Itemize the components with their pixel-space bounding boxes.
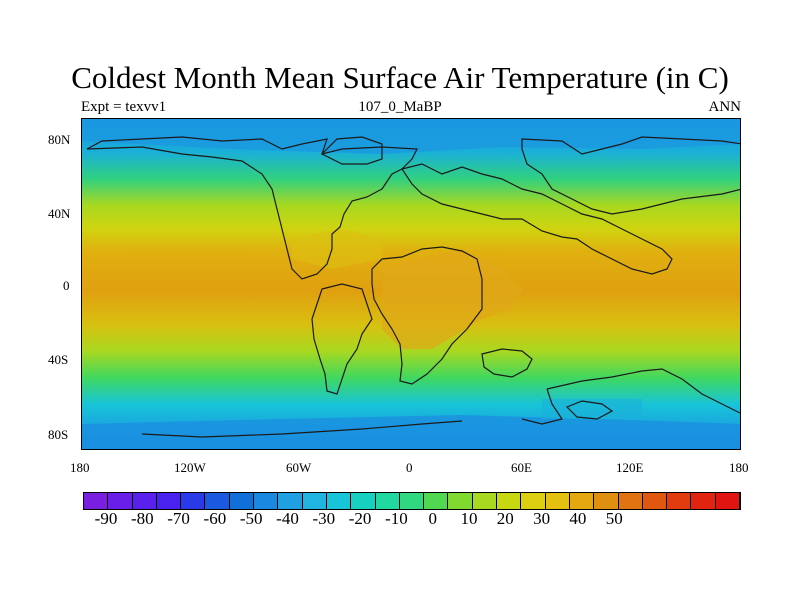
colorbar-cell [108, 493, 133, 509]
experiment-label: Expt = texvv1 [81, 99, 167, 115]
map-title: Coldest Month Mean Surface Air Temperatu… [71, 60, 729, 95]
period-label: 107_0_MaBP [358, 99, 442, 115]
colorbar-cell [326, 493, 352, 509]
colorbar-cell [691, 493, 716, 509]
y-tick-label: 0 [63, 278, 70, 293]
x-tick-label: 180 [729, 460, 749, 475]
colorbar-cell [375, 493, 400, 509]
colorbar-label: -80 [130, 509, 154, 528]
y-tick-label: 40N [48, 206, 71, 221]
colorbar-label: -20 [348, 509, 372, 528]
colorbar-cell [545, 493, 570, 509]
colorbar-cell [472, 493, 498, 509]
warm-region-americas [292, 229, 382, 269]
colorbar-cell [521, 493, 546, 509]
colorbar-cell [642, 493, 668, 509]
colorbar-cell [229, 493, 255, 509]
colorbar-cell [399, 493, 425, 509]
warm-region-africa [382, 249, 522, 349]
y-tick-label: 80S [48, 427, 69, 442]
colorbar-cell [254, 493, 279, 509]
x-tick-label: 60W [286, 460, 312, 475]
colorbar-label: 30 [533, 509, 551, 528]
colorbar-cell [156, 493, 182, 509]
x-tick-label: 180 [70, 460, 90, 475]
colorbar-cell [424, 493, 449, 509]
x-tick-label: 60E [511, 460, 532, 475]
colorbar-label: 10 [460, 509, 478, 528]
colorbar-cell [278, 493, 303, 509]
colorbar-cell [594, 493, 619, 509]
cold-region-north [82, 119, 740, 154]
cold-region-antarctic [542, 399, 642, 419]
colorbar-cell [351, 493, 376, 509]
colorbar-cell [667, 493, 692, 509]
y-tick-label: 80N [48, 132, 71, 147]
colorbar-label: 50 [605, 509, 623, 528]
colorbar-label: -70 [167, 509, 190, 528]
colorbar-cell [205, 493, 230, 509]
colorbar-label: -50 [239, 509, 263, 528]
map-svg [82, 119, 740, 449]
colorbar-cell [715, 493, 741, 509]
colorbar-cell [84, 493, 109, 509]
x-tick-label: 120W [174, 460, 206, 475]
colorbar-label: 20 [496, 509, 514, 528]
colorbar-label: -90 [94, 509, 118, 528]
colorbar-cell [302, 493, 327, 509]
coastlines [86, 136, 740, 438]
cold-region-south [82, 415, 740, 449]
colorbar-cell [618, 493, 643, 509]
y-tick-label: 40S [48, 352, 69, 367]
colorbar-label: -30 [312, 509, 336, 528]
colorbar-cell [569, 493, 595, 509]
colorbar-label: -40 [276, 509, 299, 528]
colorbar-label: 0 [428, 509, 437, 528]
colorbar-cell [448, 493, 473, 509]
colorbar-label: -10 [385, 509, 408, 528]
colorbar-label: 40 [569, 509, 587, 528]
temperature-map [81, 118, 741, 450]
colorbar-label: -60 [203, 509, 227, 528]
colorbar [83, 492, 741, 510]
colorbar-cell [181, 493, 206, 509]
season-label: ANN [708, 99, 742, 115]
x-tick-label: 120E [616, 460, 644, 475]
colorbar-cell [132, 493, 157, 509]
x-tick-label: 0 [406, 460, 413, 475]
colorbar-cell [497, 493, 522, 509]
